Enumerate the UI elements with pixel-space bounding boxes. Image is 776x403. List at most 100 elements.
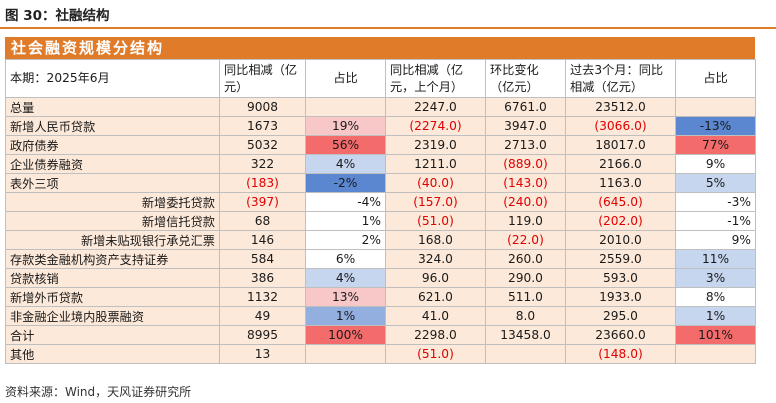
header-period: 本期：2025年6月	[5, 59, 220, 98]
table-row: 总量 9008 2247.0 6761.0 23512.0	[5, 97, 756, 117]
mom-change-cell: 2713.0	[485, 135, 566, 155]
row-label: 表外三项	[5, 173, 220, 193]
yoy-last-month-cell: (157.0)	[385, 192, 486, 212]
three-month-yoy-cell: (148.0)	[565, 344, 676, 364]
table-row: 表外三项 (183) -2% (40.0) (143.0) 1163.0 5%	[5, 173, 756, 193]
current-value-cell: 584	[219, 249, 306, 269]
three-month-yoy-cell: 23660.0	[565, 325, 676, 345]
mom-change-cell: 3947.0	[485, 116, 566, 136]
row-label: 总量	[5, 97, 220, 117]
mom-change-cell: (889.0)	[485, 154, 566, 174]
yoy-last-month-cell: 2319.0	[385, 135, 486, 155]
current-value-cell: (397)	[219, 192, 306, 212]
table-row: 存款类金融机构资产支持证券 584 6% 324.0 260.0 2559.0 11%	[5, 249, 756, 269]
row-label: 新增未贴现银行承兑汇票	[5, 230, 220, 250]
yoy-last-month-cell: 2298.0	[385, 325, 486, 345]
share-cell: -4%	[305, 192, 386, 212]
mom-change-cell: (143.0)	[485, 173, 566, 193]
header-share: 占比	[305, 59, 386, 98]
mom-change-cell: 260.0	[485, 249, 566, 269]
yoy-last-month-cell: 621.0	[385, 287, 486, 307]
figure-title: 图 30：社融结构	[5, 8, 110, 24]
three-month-share-cell: 8%	[675, 287, 756, 307]
share-cell	[305, 97, 386, 117]
mom-change-cell: 8.0	[485, 306, 566, 326]
social-financing-table: 社会融资规模分结构 本期：2025年6月 同比相减（亿元） 占比 同比相减（亿元…	[5, 37, 756, 364]
table-row: 合计 8995 100% 2298.0 13458.0 23660.0 101%	[5, 325, 756, 345]
three-month-yoy-cell: 295.0	[565, 306, 676, 326]
mom-change-cell: (22.0)	[485, 230, 566, 250]
mom-change-cell: 6761.0	[485, 97, 566, 117]
row-label: 贷款核销	[5, 268, 220, 288]
share-cell: 1%	[305, 211, 386, 231]
current-value-cell: 1673	[219, 116, 306, 136]
share-cell: 4%	[305, 268, 386, 288]
header-mom: 环比变化（亿元）	[485, 59, 566, 98]
share-cell: 4%	[305, 154, 386, 174]
current-value-cell: (183)	[219, 173, 306, 193]
header-yoy: 同比相减（亿元）	[219, 59, 306, 98]
current-value-cell: 49	[219, 306, 306, 326]
three-month-yoy-cell: 23512.0	[565, 97, 676, 117]
three-month-share-cell: 11%	[675, 249, 756, 269]
yoy-last-month-cell: 96.0	[385, 268, 486, 288]
three-month-share-cell: 1%	[675, 306, 756, 326]
row-label: 新增外币贷款	[5, 287, 220, 307]
row-label: 新增信托贷款	[5, 211, 220, 231]
three-month-share-cell: 77%	[675, 135, 756, 155]
three-month-yoy-cell: 18017.0	[565, 135, 676, 155]
share-cell	[305, 344, 386, 364]
row-label: 企业债券融资	[5, 154, 220, 174]
three-month-yoy-cell: (202.0)	[565, 211, 676, 231]
mom-change-cell: 13458.0	[485, 325, 566, 345]
share-cell: -2%	[305, 173, 386, 193]
yoy-last-month-cell: 168.0	[385, 230, 486, 250]
three-month-yoy-cell: (3066.0)	[565, 116, 676, 136]
three-month-yoy-cell: 2166.0	[565, 154, 676, 174]
table-row: 新增外币贷款 1132 13% 621.0 511.0 1933.0 8%	[5, 287, 756, 307]
row-label: 非金融企业境内股票融资	[5, 306, 220, 326]
three-month-share-cell	[675, 344, 756, 364]
share-cell: 56%	[305, 135, 386, 155]
three-month-share-cell: -3%	[675, 192, 756, 212]
table-row: 贷款核销 386 4% 96.0 290.0 593.0 3%	[5, 268, 756, 288]
current-value-cell: 8995	[219, 325, 306, 345]
share-cell: 1%	[305, 306, 386, 326]
three-month-share-cell	[675, 97, 756, 117]
table-row: 企业债券融资 322 4% 1211.0 (889.0) 2166.0 9%	[5, 154, 756, 174]
row-label: 其他	[5, 344, 220, 364]
current-value-cell: 13	[219, 344, 306, 364]
three-month-share-cell: 101%	[675, 325, 756, 345]
row-label: 存款类金融机构资产支持证券	[5, 249, 220, 269]
row-label: 新增委托贷款	[5, 192, 220, 212]
share-cell: 13%	[305, 287, 386, 307]
yoy-last-month-cell: (51.0)	[385, 344, 486, 364]
table-banner: 社会融资规模分结构	[5, 37, 755, 59]
row-label: 新增人民币贷款	[5, 116, 220, 136]
table-row: 政府债券 5032 56% 2319.0 2713.0 18017.0 77%	[5, 135, 756, 155]
title-divider	[0, 27, 776, 29]
yoy-last-month-cell: 1211.0	[385, 154, 486, 174]
share-cell: 100%	[305, 325, 386, 345]
table-row: 新增委托贷款 (397) -4% (157.0) (240.0) (645.0) -3%	[5, 192, 756, 212]
three-month-yoy-cell: 593.0	[565, 268, 676, 288]
share-cell: 6%	[305, 249, 386, 269]
three-month-yoy-cell: 1163.0	[565, 173, 676, 193]
three-month-share-cell: 9%	[675, 154, 756, 174]
table-row: 新增未贴现银行承兑汇票 146 2% 168.0 (22.0) 2010.0 9%	[5, 230, 756, 250]
current-value-cell: 386	[219, 268, 306, 288]
row-label: 合计	[5, 325, 220, 345]
table-row: 其他 13 (51.0) (148.0)	[5, 344, 756, 364]
current-value-cell: 9008	[219, 97, 306, 117]
yoy-last-month-cell: (40.0)	[385, 173, 486, 193]
data-table: 本期：2025年6月 同比相减（亿元） 占比 同比相减（亿元，上个月） 环比变化…	[5, 59, 756, 364]
current-value-cell: 68	[219, 211, 306, 231]
header-row: 本期：2025年6月 同比相减（亿元） 占比 同比相减（亿元，上个月） 环比变化…	[5, 59, 756, 98]
three-month-share-cell: 5%	[675, 173, 756, 193]
yoy-last-month-cell: 41.0	[385, 306, 486, 326]
share-cell: 19%	[305, 116, 386, 136]
mom-change-cell: 119.0	[485, 211, 566, 231]
three-month-yoy-cell: 2559.0	[565, 249, 676, 269]
table-row: 非金融企业境内股票融资 49 1% 41.0 8.0 295.0 1%	[5, 306, 756, 326]
yoy-last-month-cell: (51.0)	[385, 211, 486, 231]
